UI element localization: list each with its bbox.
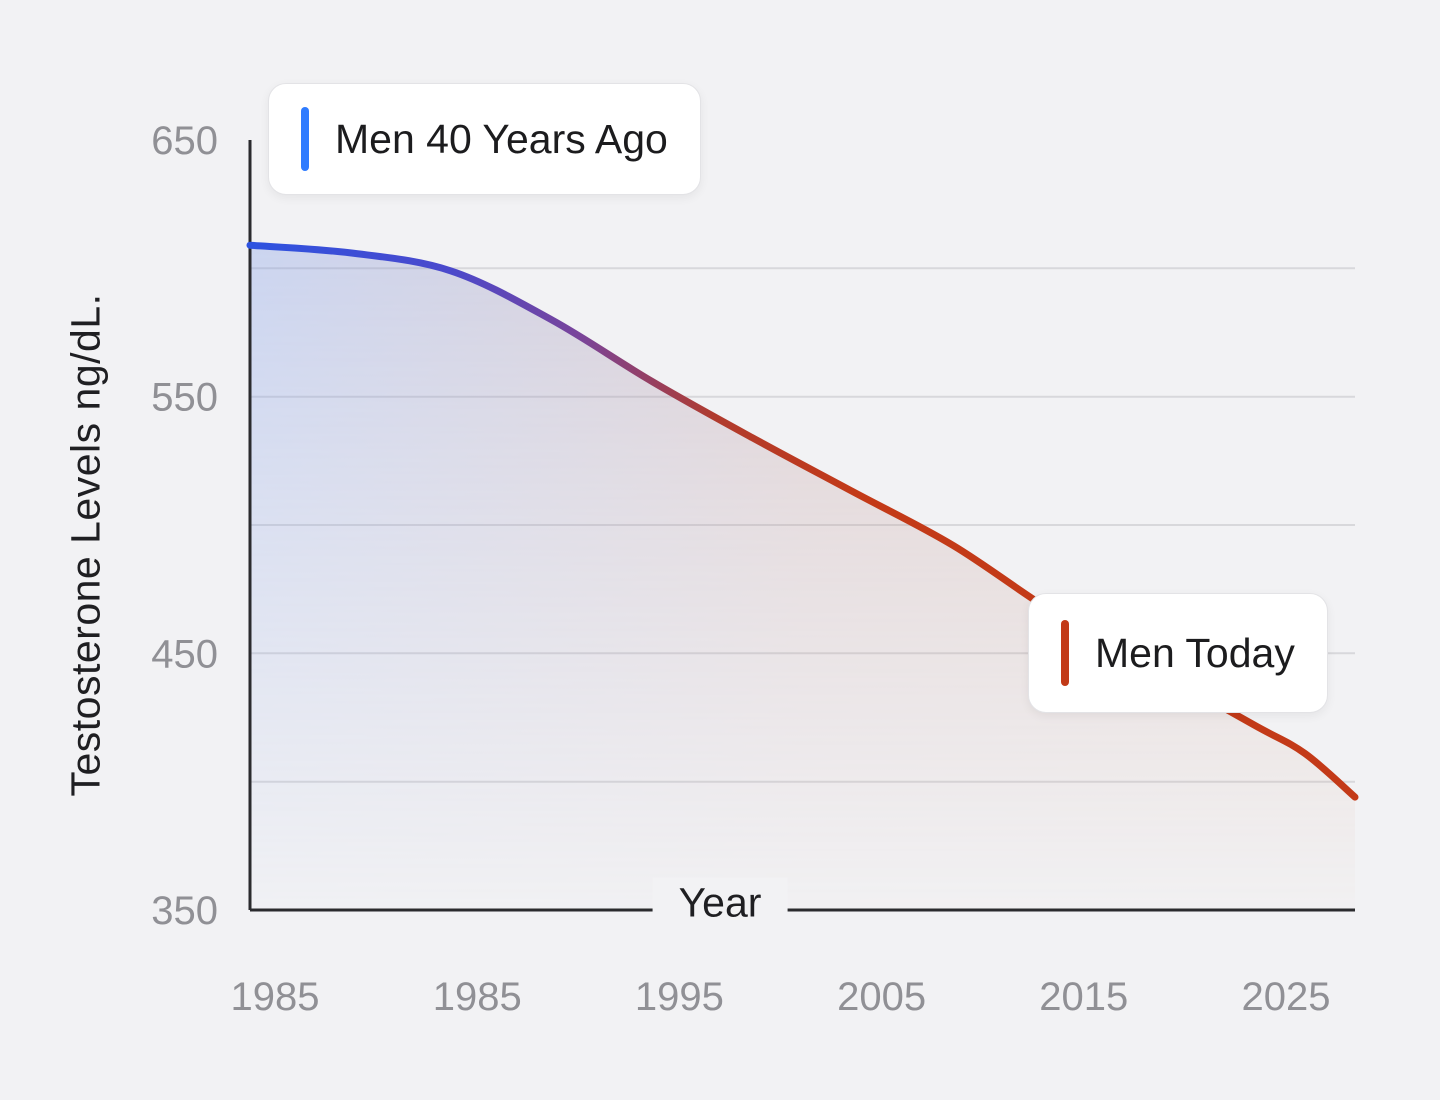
y-tick-label: 350: [151, 889, 218, 933]
callout-men-today: Men Today: [1028, 593, 1328, 713]
x-axis-title: Year: [652, 877, 788, 929]
callout-label: Men Today: [1095, 629, 1295, 676]
x-tick-label: 2005: [837, 975, 926, 1019]
y-tick-label: 450: [151, 632, 218, 676]
x-tick-label: 2015: [1039, 975, 1128, 1019]
x-tick-label: 2025: [1242, 975, 1331, 1019]
area-fill: [250, 245, 1355, 910]
y-tick-label: 650: [151, 119, 218, 163]
y-tick-label: 550: [151, 376, 218, 420]
callout-men-40-years-ago: Men 40 Years Ago: [268, 83, 701, 195]
x-tick-label: 1985: [433, 975, 522, 1019]
y-axis-title: Testosterone Levels ng/dL.: [62, 293, 109, 797]
legend-swatch-red: [1061, 620, 1069, 686]
x-tick-label: 1985: [231, 975, 320, 1019]
legend-swatch-blue: [301, 107, 309, 171]
x-tick-label: 1995: [635, 975, 724, 1019]
callout-label: Men 40 Years Ago: [335, 115, 668, 162]
